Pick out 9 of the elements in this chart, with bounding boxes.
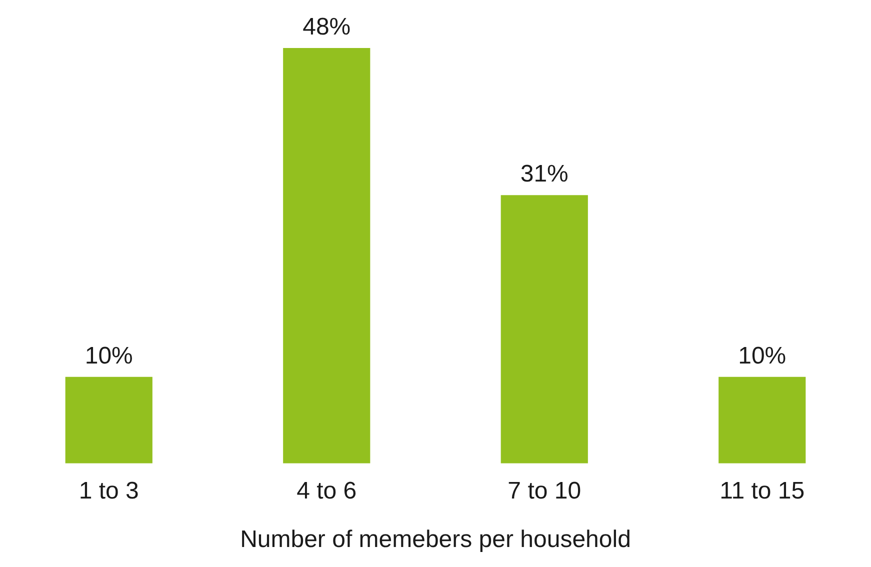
x-tick-label: 4 to 6 bbox=[296, 477, 357, 504]
x-tick-label: 7 to 10 bbox=[508, 477, 582, 504]
x-tick-label: 11 to 15 bbox=[720, 477, 805, 504]
data-label: 10% bbox=[84, 342, 133, 370]
data-label: 48% bbox=[302, 14, 351, 41]
x-tick-label: 1 to 3 bbox=[78, 477, 139, 504]
data-label: 10% bbox=[738, 342, 786, 370]
x-axis-title: Number of memebers per household bbox=[240, 526, 631, 554]
data-label: 31% bbox=[520, 160, 568, 188]
